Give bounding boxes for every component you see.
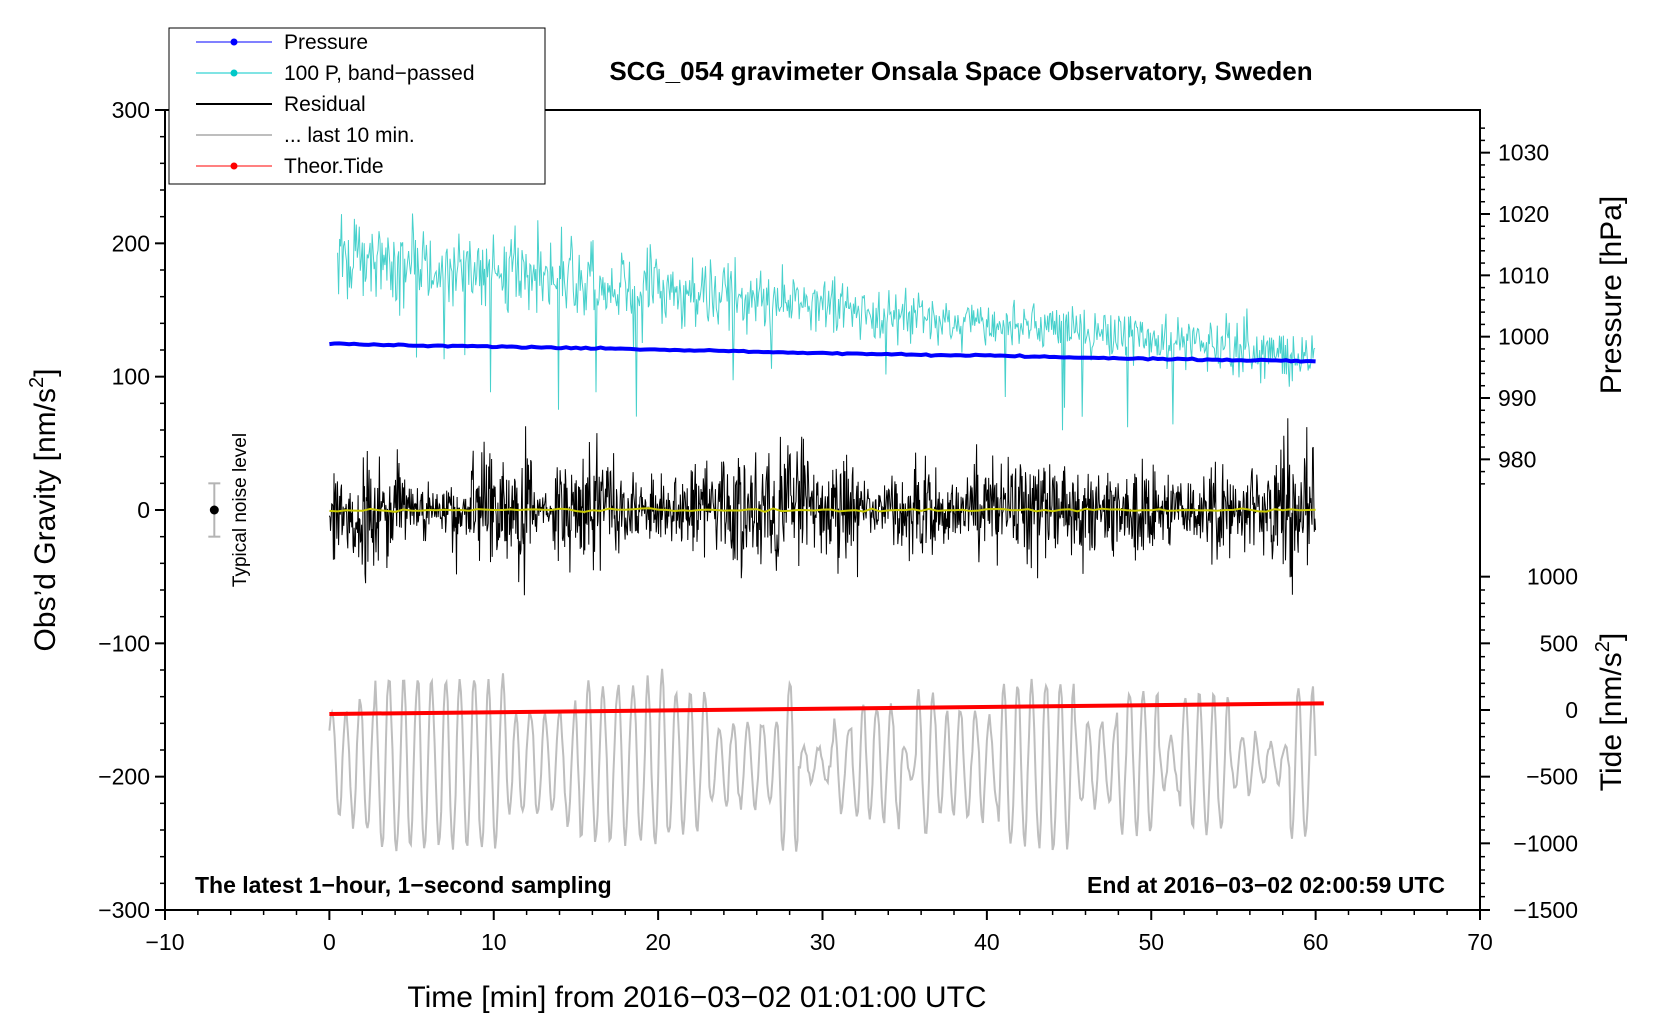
pressure-tick-label: 990 [1498,385,1536,411]
legend-label: Pressure [284,31,368,54]
x-tick-label: 10 [481,929,507,955]
series-pressure [329,341,1316,364]
x-tick-label: −10 [145,929,184,955]
x-tick-label: 20 [645,929,671,955]
legend-marker [230,162,238,170]
legend-label: 100 P, band−passed [284,62,475,85]
y-axis-label-tide-sup: 2 [1592,641,1614,652]
y-axis-label-tide: Tide [nm/s2] [1592,633,1628,791]
legend-items: Pressure 100 P, band−passed Residual ... la… [196,31,475,178]
legend-label: Residual [284,93,366,116]
x-axis-label: Time [min] from 2016−03−02 01:01:00 UTC [407,981,986,1014]
x-tick-label: 30 [810,929,836,955]
y-axis-label-pressure: Pressure [hPa] [1595,196,1628,394]
series-last-10-min [328,668,1317,852]
series-bandpassed-pressure [337,213,1316,431]
chart-title: SCG_054 gravimeter Onsala Space Observat… [609,56,1312,86]
x-tick-label: 60 [1303,929,1329,955]
pressure-tick-label: 980 [1498,446,1536,472]
y-axis-label-tide-text: Tide [nm/s [1595,652,1628,791]
series-residual [328,418,1316,596]
legend-box [168,27,546,185]
y-tick-label: −300 [98,897,150,923]
tide-tick-label: −1500 [1513,897,1578,923]
noise-level-label: Typical noise level [230,433,251,587]
pressure-tick-label: 1020 [1498,201,1549,227]
x-tick-label: 50 [1138,929,1164,955]
annotation-right: End at 2016−03−02 02:00:59 UTC [1087,872,1445,898]
tide-tick-label: −1000 [1513,830,1578,856]
legend-marker [230,69,238,77]
legend-label: Theor.Tide [284,155,384,178]
y-axis-label-left-sup: 2 [26,377,48,388]
noise-point [209,505,219,515]
y-axis-label-left-end: ] [29,369,62,377]
x-tick-label: 0 [323,929,336,955]
x-tick-label: 70 [1467,929,1493,955]
x-tick-label: 40 [974,929,1000,955]
y-tick-label: −100 [98,630,150,656]
y-tick-label: 100 [112,364,150,390]
legend-marker [230,38,238,46]
legend-label: ... last 10 min. [284,124,415,147]
y-axis-label-tide-end: ] [1595,633,1628,641]
y-tick-label: 300 [112,97,150,123]
series-residual-mean [329,507,1316,514]
pressure-tick-label: 1010 [1498,262,1549,288]
pressure-tick-label: 1000 [1498,324,1549,350]
y-tick-label: −200 [98,764,150,790]
tide-tick-label: −500 [1526,764,1578,790]
tide-tick-label: 0 [1565,697,1578,723]
y-tick-label: 0 [137,497,150,523]
series-theor-tide [329,701,1324,716]
pressure-tick-label: 1030 [1498,140,1549,166]
y-axis-label-left-text: Obs’d Gravity [nm/s [29,388,62,651]
legend: Pressure 100 P, band−passed Residual ... la… [168,27,546,185]
y-tick-label: 200 [112,230,150,256]
annotation-left: The latest 1−hour, 1−second sampling [195,872,612,898]
tide-tick-label: 500 [1540,630,1578,656]
axes-layer: −10 0 10 20 30 40 50 60 703002001000−100−200−300… [98,97,1578,955]
y-axis-label-left: Obs’d Gravity [nm/s2] [26,369,62,652]
tide-tick-label: 1000 [1527,564,1578,590]
series-layer [328,213,1324,852]
mark-layer [208,482,221,538]
